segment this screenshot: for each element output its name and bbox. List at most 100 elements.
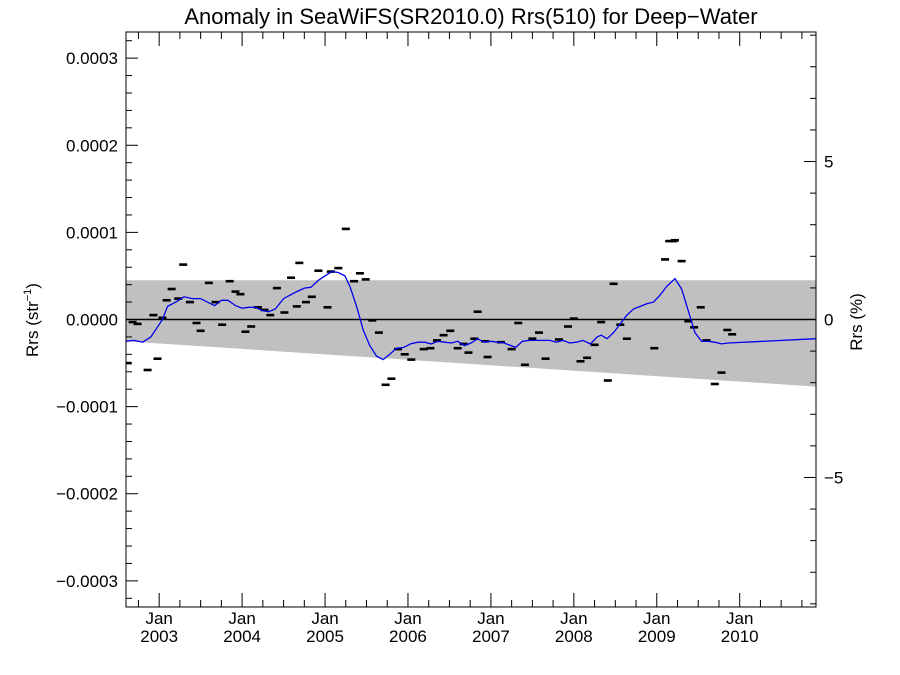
uncertainty-band [126,280,816,387]
data-point [381,383,390,387]
data-point [597,320,606,324]
data-point [541,357,550,360]
x-tick-label-year: 2009 [638,627,676,646]
x-tick-label-month: Jan [228,609,255,628]
y-tick-label: 0.0002 [66,136,118,155]
y-tick-label: −0.0003 [56,572,118,591]
data-point [419,347,428,351]
data-point [218,323,227,326]
data-point [520,363,529,367]
data-point [361,278,370,281]
data-point [590,343,599,347]
data-point [374,331,383,334]
y-tick-label: 0.0001 [66,223,118,242]
x-tick-label-year: 2003 [140,627,178,646]
data-point [723,328,732,332]
data-point [341,227,350,231]
data-point [453,346,462,350]
x-tick-label-year: 2006 [389,627,427,646]
data-point [211,300,220,304]
data-point [260,308,269,312]
right-y-axis-label: Rrs (%) [847,293,866,351]
data-point [253,306,262,309]
data-point [459,342,468,346]
data-point [133,322,142,326]
data-point [483,355,492,359]
data-point [609,282,618,286]
data-point [622,337,631,340]
x-tick-label-month: Jan [643,609,670,628]
data-point [439,333,448,337]
data-point [507,347,516,351]
data-point [350,279,359,283]
trend-line [126,270,816,361]
data-point [174,297,183,300]
data-point [236,292,245,296]
data-point [671,238,679,242]
data-point [355,272,364,275]
data-point [728,333,737,336]
x-tick-label-month: Jan [311,609,338,628]
right-y-tick-label: 0 [824,311,833,330]
data-point [280,311,289,314]
data-point [665,239,674,243]
x-tick-label-month: Jan [394,609,421,628]
data-point [153,357,162,360]
data-point [225,279,234,283]
data-point [535,331,543,334]
data-point [292,305,301,308]
data-point [710,382,719,386]
y-axis-label: Rrs (str−1) [22,283,42,357]
data-point [684,319,693,323]
data-point [528,337,537,340]
right-y-tick-label: −5 [824,468,843,487]
data-point [583,356,592,360]
data-point [554,338,563,341]
data-point [481,340,490,343]
axis-ticks: Jan2003Jan2004Jan2005Jan2006Jan2007Jan20… [56,32,843,646]
data-point [126,361,132,365]
data-point [433,339,441,342]
y-tick-label: 0.0000 [66,311,118,330]
data-point [702,339,711,342]
data-point [272,286,281,290]
data-point [185,300,194,304]
data-point [650,346,659,350]
data-point [514,321,523,325]
data-point [564,325,572,328]
data-point [661,258,670,261]
data-point [690,326,699,329]
data-point [569,317,578,320]
data-point [368,319,377,322]
data-point [400,353,409,356]
data-point [464,351,473,354]
data-point [143,368,152,372]
data-point [323,306,332,309]
data-point [128,320,137,324]
right-y-tick-label: 5 [824,153,833,172]
data-point [149,313,158,317]
data-point [241,330,250,333]
data-point [470,337,479,340]
data-point [179,263,188,266]
data-point [231,290,240,293]
x-tick-label-year: 2010 [721,627,759,646]
data-point [717,371,726,374]
x-tick-label-month: Jan [560,609,587,628]
data-point [576,360,585,363]
data-point [334,266,343,270]
data-point [167,287,176,291]
data-point [192,321,201,325]
data-point [407,358,416,361]
x-tick-label-year: 2008 [555,627,593,646]
data-point [696,306,705,309]
y-tick-label: −0.0001 [56,398,118,417]
data-point [677,259,686,263]
x-tick-label-month: Jan [726,609,753,628]
data-point [446,329,455,333]
data-point [287,276,295,279]
x-tick-label-year: 2004 [223,627,261,646]
x-tick-label-year: 2007 [472,627,510,646]
data-point [603,379,612,382]
